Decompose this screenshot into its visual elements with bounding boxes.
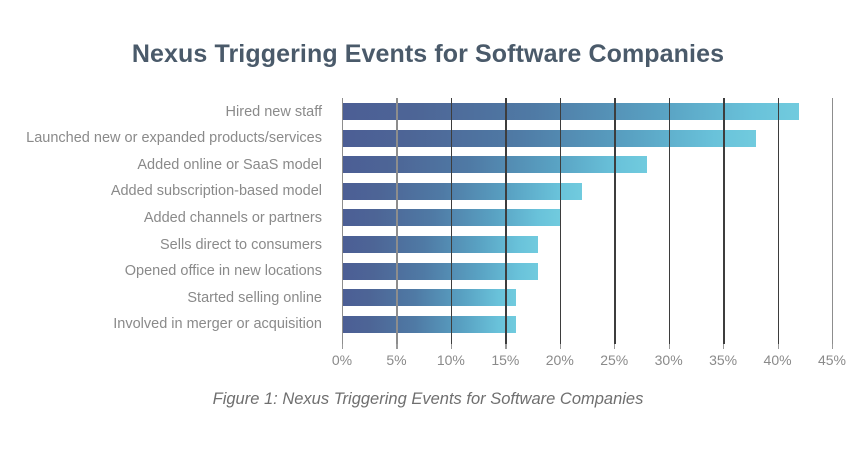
x-tick-mark <box>505 344 507 349</box>
x-axis: 0% 5% 10% 15% 20% 25% 30% 35% 40% 45% <box>332 344 846 374</box>
category-label: Added subscription-based model <box>110 183 322 200</box>
x-tick-label: 40% <box>763 352 792 368</box>
category-label: Hired new staff <box>225 103 322 120</box>
bar <box>342 156 647 174</box>
x-tick-label: 45% <box>817 352 847 368</box>
x-tick-label: 15% <box>491 352 520 368</box>
x-tick-mark <box>342 344 344 349</box>
x-tick-mark <box>832 344 834 349</box>
category-axis: Hired new staff Launched new or expanded … <box>0 96 330 344</box>
x-tick-mark <box>450 344 453 349</box>
category-label: Launched new or expanded products/servic… <box>26 130 322 147</box>
category-label: Involved in merger or acquisition <box>113 316 322 333</box>
bar <box>342 103 800 120</box>
bar <box>342 182 582 200</box>
x-tick-mark <box>723 344 725 349</box>
x-tick-label: 5% <box>386 352 407 368</box>
category-label: Added online or SaaS model <box>137 156 322 173</box>
bar <box>342 262 538 280</box>
x-tick-mark <box>777 344 779 349</box>
x-tick-label: 25% <box>600 352 629 368</box>
gridline <box>832 98 834 344</box>
chart-plot-area: Hired new staff Launched new or expanded … <box>0 96 856 344</box>
bar <box>342 315 517 333</box>
x-tick-label: 20% <box>545 352 574 368</box>
x-tick-mark <box>559 344 561 349</box>
x-tick-mark <box>668 344 670 349</box>
x-tick-label: 30% <box>654 352 683 368</box>
bar <box>342 236 538 253</box>
category-label: Sells direct to consumers <box>160 236 322 253</box>
figure-caption: Figure 1: Nexus Triggering Events for So… <box>212 390 644 408</box>
page-title: Nexus Triggering Events for Software Com… <box>131 40 725 68</box>
category-label: Added channels or partners <box>143 209 322 226</box>
x-tick-mark <box>396 344 398 349</box>
x-tick-label: 35% <box>709 352 738 368</box>
bar <box>342 289 517 307</box>
bars-region <box>342 96 832 344</box>
bar <box>342 209 560 227</box>
x-tick-mark <box>614 344 616 349</box>
category-label: Started selling online <box>187 289 322 306</box>
x-tick-label: 0% <box>331 352 353 368</box>
x-tick-label: 10% <box>436 352 465 368</box>
bar <box>342 129 756 147</box>
category-label: Opened office in new locations <box>124 263 322 280</box>
